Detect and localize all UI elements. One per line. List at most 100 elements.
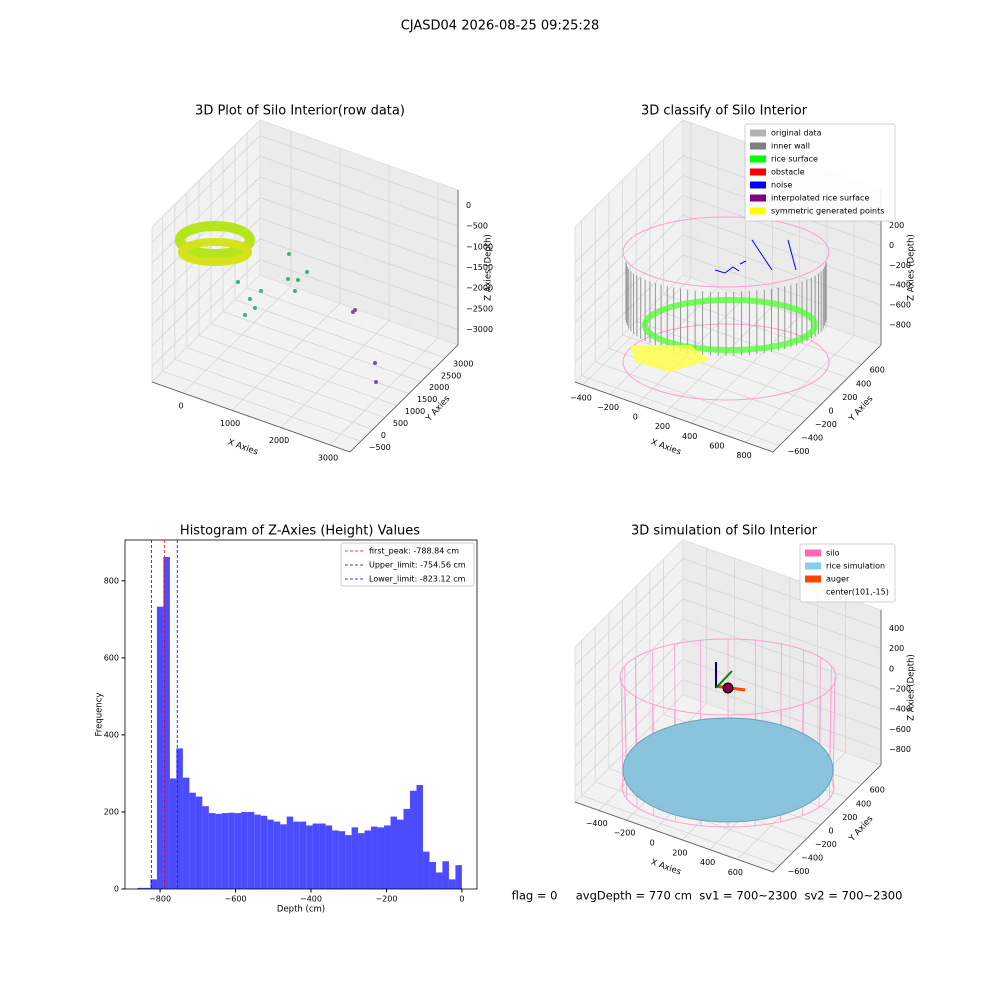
bar xyxy=(176,748,183,889)
y-tick-label: 400 xyxy=(856,799,871,808)
point xyxy=(353,308,357,312)
legend-swatch xyxy=(750,129,766,137)
x-tick-label: 800 xyxy=(736,451,751,460)
axis-line xyxy=(349,344,459,453)
legend-label: center(101,-15) xyxy=(826,588,889,597)
point xyxy=(374,380,378,384)
z-tick-label: 200 xyxy=(889,644,904,653)
grid-line xyxy=(574,155,684,263)
silo-wire xyxy=(622,216,830,288)
bar xyxy=(293,821,300,889)
point-cloud xyxy=(178,238,252,266)
bar xyxy=(384,825,391,889)
grid-line xyxy=(182,285,292,394)
grid-line xyxy=(636,320,835,392)
legend-label: Upper_limit: -754.56 cm xyxy=(369,561,466,570)
y-tick-label: 1500 xyxy=(417,395,437,404)
grid-line xyxy=(222,311,422,383)
symmetric-points xyxy=(630,345,710,372)
bar xyxy=(338,831,346,889)
y-tick-label: 200 xyxy=(842,393,857,402)
grid-line xyxy=(574,214,684,323)
x-tick-label: 0 xyxy=(633,413,638,422)
grid-line xyxy=(574,679,684,787)
bar xyxy=(189,792,196,889)
bar xyxy=(221,813,229,889)
bar xyxy=(215,813,222,889)
axis-arrow xyxy=(715,670,733,689)
y-tick-label: 400 xyxy=(856,379,871,388)
z-tick-label: −1500 xyxy=(466,263,493,272)
rice-simulation xyxy=(622,717,834,823)
y-tick-label: −400 xyxy=(801,434,823,443)
bar xyxy=(351,827,359,889)
x-tick-label: 200 xyxy=(672,848,687,857)
x-tick-label: −200 xyxy=(375,895,397,904)
x-tick-label: −400 xyxy=(586,819,608,828)
legend-label: silo xyxy=(826,549,840,558)
y-tick-label: 2500 xyxy=(441,371,461,380)
bar xyxy=(267,819,274,889)
y-tick-label: −500 xyxy=(369,443,391,452)
point xyxy=(296,278,300,282)
bar xyxy=(422,851,430,889)
z-axis-label: Z Axies (Depth) xyxy=(907,234,917,301)
y-tick-label: 400 xyxy=(104,730,119,739)
grid-line xyxy=(682,234,882,306)
grid-line xyxy=(574,558,684,666)
point xyxy=(236,280,240,284)
legend-box xyxy=(799,543,896,603)
point xyxy=(253,306,257,310)
rice-surface xyxy=(642,297,818,353)
point xyxy=(293,289,297,293)
z-tick-label: −800 xyxy=(889,320,911,329)
bar xyxy=(429,862,436,889)
grid-line xyxy=(259,197,459,268)
bar xyxy=(150,879,157,889)
grid-line xyxy=(246,287,446,359)
y-tick-label: −200 xyxy=(815,420,837,429)
z-tick-label: 0 xyxy=(889,241,894,250)
grid-line xyxy=(682,558,882,629)
y-tick-label: 2000 xyxy=(429,383,449,392)
x-tick-label: 2000 xyxy=(269,436,289,445)
y-tick-label: 0 xyxy=(829,406,834,415)
grid-line xyxy=(682,214,882,286)
legend-label: inner wall xyxy=(771,142,810,151)
bar xyxy=(397,819,404,889)
y-tick-label: 800 xyxy=(104,576,119,585)
grid-line xyxy=(718,325,828,434)
bar xyxy=(241,811,248,889)
y-tick-label: 500 xyxy=(393,419,408,428)
point xyxy=(287,252,291,256)
y-tick-label: 0 xyxy=(114,885,119,894)
axis-line xyxy=(772,764,882,873)
x-tick-label: 400 xyxy=(682,432,697,441)
z-tick-label: −500 xyxy=(466,222,488,231)
grid-line xyxy=(574,175,684,283)
z-tick-label: 200 xyxy=(889,221,904,230)
grid-line xyxy=(664,306,773,414)
plot-title: 3D simulation of Silo Interior xyxy=(631,524,818,539)
z-tick-label: −400 xyxy=(889,281,911,290)
z-tick-label: −800 xyxy=(889,745,911,754)
legend-swatch xyxy=(750,207,766,215)
grid-line xyxy=(682,679,882,750)
bar xyxy=(202,806,209,889)
bar xyxy=(435,872,443,889)
bar xyxy=(409,790,417,889)
grid-line xyxy=(663,293,862,365)
bar xyxy=(208,813,216,889)
x-tick-label: 0 xyxy=(650,838,655,847)
footer-text: flag = 0 avgDepth = 770 cm sv1 = 700~230… xyxy=(512,889,903,903)
x-tick-label: 3000 xyxy=(318,453,338,462)
point xyxy=(243,313,247,317)
bar xyxy=(345,835,352,889)
bar xyxy=(416,784,423,889)
y-tick-label: 200 xyxy=(842,813,857,822)
y-axis-label: Frequency xyxy=(95,693,105,737)
legend-label: original data xyxy=(771,129,822,138)
y-tick-label: −400 xyxy=(801,854,823,863)
bar xyxy=(442,861,449,889)
bar xyxy=(234,813,242,889)
